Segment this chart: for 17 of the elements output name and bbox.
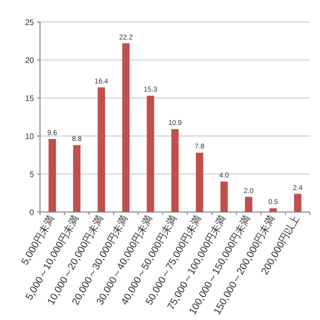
bar <box>48 139 56 212</box>
y-tick-label: 20 <box>25 56 35 65</box>
bar <box>244 196 252 212</box>
y-tick-label: 5 <box>30 170 35 179</box>
y-tick-label: 0 <box>30 208 35 217</box>
bar <box>220 182 228 212</box>
bar <box>146 96 154 212</box>
bar <box>122 43 130 212</box>
bar <box>73 145 80 212</box>
bar <box>294 194 302 212</box>
bar <box>196 152 204 212</box>
bar <box>270 208 277 212</box>
y-tick-label: 10 <box>25 132 35 141</box>
y-tick-label: 15 <box>25 94 35 103</box>
y-tick-label: 25 <box>25 18 35 27</box>
bar <box>98 87 106 212</box>
bar <box>171 129 179 212</box>
